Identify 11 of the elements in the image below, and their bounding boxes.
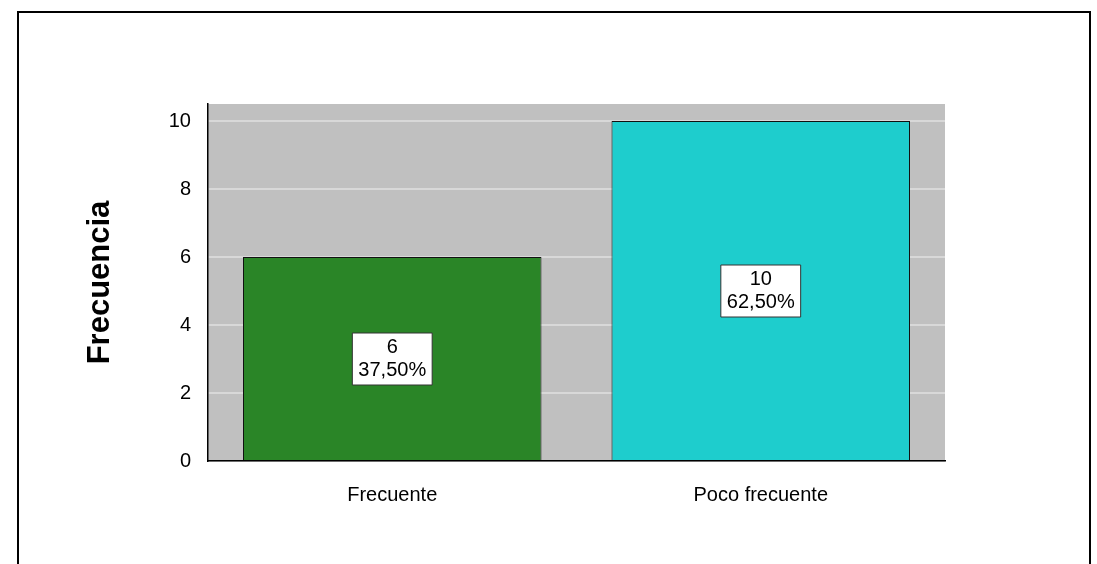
y-tick-label: 2: [179, 380, 191, 403]
data-label: 6 37,50%: [358, 335, 427, 381]
x-tick-label: Poco frecuente: [693, 482, 829, 505]
y-tick-label: 0: [179, 448, 191, 471]
y-tick-label: 6: [179, 244, 191, 267]
y-tick-label: 4: [179, 312, 191, 335]
y-axis-title: Frecuencia: [81, 199, 117, 365]
data-label: 10 62,50%: [726, 267, 795, 313]
x-tick-label: Frecuente: [347, 482, 438, 505]
y-tick-label: 10: [168, 108, 191, 131]
y-tick-label: 8: [179, 176, 191, 199]
